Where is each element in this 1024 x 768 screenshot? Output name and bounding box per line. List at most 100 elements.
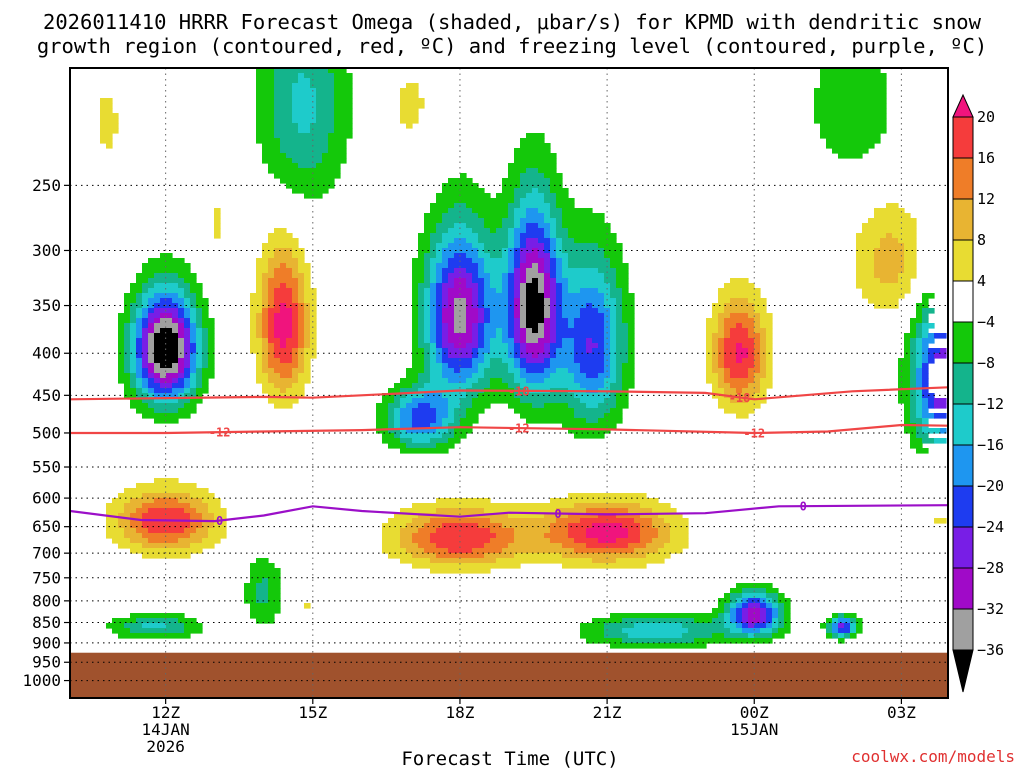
omega-band-cell xyxy=(436,343,443,349)
omega-band-cell xyxy=(280,388,287,394)
omega-band-cell xyxy=(766,593,779,599)
omega-band-cell xyxy=(268,323,275,329)
omega-band-cell xyxy=(508,243,515,249)
omega-band-cell xyxy=(568,258,611,264)
omega-band-cell xyxy=(538,208,551,214)
omega-band-cell xyxy=(514,238,521,244)
omega-band-cell xyxy=(472,358,485,364)
omega-band-cell xyxy=(562,563,647,569)
omega-band-cell xyxy=(256,323,263,329)
omega-band-cell xyxy=(304,293,317,299)
omega-band-cell xyxy=(334,103,353,109)
contour-label: 0 xyxy=(554,507,561,521)
omega-band-cell xyxy=(148,373,155,379)
omega-band-cell xyxy=(484,553,515,559)
omega-band-cell xyxy=(874,263,905,269)
omega-band-cell xyxy=(910,343,917,349)
omega-band-cell xyxy=(586,303,593,309)
omega-band-cell xyxy=(316,108,335,114)
colorbar-label: 8 xyxy=(977,231,986,249)
omega-band-cell xyxy=(826,623,833,629)
omega-band-cell xyxy=(382,433,395,439)
omega-band-cell xyxy=(430,558,497,564)
omega-band-cell xyxy=(298,283,305,289)
omega-band-cell xyxy=(814,88,887,94)
colorbar-min-triangle xyxy=(952,649,974,693)
omega-band-cell xyxy=(550,248,557,254)
omega-band-cell xyxy=(448,288,473,294)
omega-band-cell xyxy=(694,618,713,624)
omega-band-cell xyxy=(712,333,725,339)
omega-band-cell xyxy=(430,298,437,304)
omega-band-cell xyxy=(460,423,473,429)
omega-band-cell xyxy=(580,368,605,374)
omega-band-cell xyxy=(466,203,509,209)
omega-band-cell xyxy=(526,303,545,309)
omega-band-cell xyxy=(778,618,785,624)
omega-band-cell xyxy=(172,313,179,319)
omega-band-cell xyxy=(568,288,581,294)
omega-band-cell xyxy=(250,293,263,299)
omega-band-cell xyxy=(760,343,767,349)
omega-band-cell xyxy=(412,348,425,354)
omega-band-cell xyxy=(508,298,515,304)
omega-band-cell xyxy=(904,243,917,249)
omega-band-cell xyxy=(334,93,353,99)
omega-band-cell xyxy=(292,268,299,274)
omega-band-cell xyxy=(562,293,605,299)
omega-band-cell xyxy=(514,208,527,214)
omega-band-cell xyxy=(208,508,227,514)
omega-band-cell xyxy=(412,343,419,349)
omega-band-cell xyxy=(178,363,185,369)
omega-band-cell xyxy=(376,423,389,429)
omega-band-cell xyxy=(550,318,557,324)
omega-band-cell xyxy=(550,233,557,239)
omega-band-cell xyxy=(622,628,689,634)
omega-band-cell xyxy=(544,233,551,239)
omega-band-cell xyxy=(610,643,707,649)
omega-band-cell xyxy=(406,393,425,399)
omega-band-cell xyxy=(610,293,623,299)
omega-band-cell xyxy=(922,298,929,304)
omega-band-cell xyxy=(526,323,539,329)
omega-band-cell xyxy=(274,368,293,374)
omega-band-cell xyxy=(430,313,437,319)
colorbar-box xyxy=(952,157,974,200)
omega-band-cell xyxy=(466,268,479,274)
omega-band-cell xyxy=(556,333,605,339)
omega-band-cell xyxy=(538,263,545,269)
omega-band-cell xyxy=(484,508,557,514)
omega-band-cell xyxy=(430,233,443,239)
omega-band-cell xyxy=(934,398,947,404)
omega-band-cell xyxy=(262,348,269,354)
omega-band-cell xyxy=(922,378,929,384)
omega-band-cell xyxy=(544,343,551,349)
omega-band-cell xyxy=(916,323,923,329)
omega-band-cell xyxy=(202,318,215,324)
omega-band-cell xyxy=(562,268,599,274)
colorbar-box xyxy=(952,239,974,282)
omega-band-cell xyxy=(430,533,497,539)
omega-band-cell xyxy=(562,298,605,304)
omega-band-cell xyxy=(472,383,491,389)
omega-band-cell xyxy=(184,288,191,294)
omega-band-cell xyxy=(898,368,911,374)
omega-band-cell xyxy=(124,363,131,369)
omega-band-cell xyxy=(430,378,449,384)
omega-band-cell xyxy=(190,383,197,389)
omega-band-cell xyxy=(916,363,923,369)
omega-band-cell xyxy=(430,243,437,249)
credit-text: coolwx.com/models xyxy=(851,747,1015,766)
omega-band-cell xyxy=(760,318,773,324)
omega-band-cell xyxy=(178,408,197,414)
omega-band-cell xyxy=(118,493,143,499)
omega-band-cell xyxy=(670,528,689,534)
omega-band-cell xyxy=(526,358,545,364)
omega-band-cell xyxy=(556,308,563,314)
omega-band-cell xyxy=(436,508,485,514)
omega-band-cell xyxy=(574,548,635,554)
omega-band-cell xyxy=(100,98,113,104)
omega-band-cell xyxy=(526,283,539,289)
omega-band-cell xyxy=(472,333,479,339)
omega-band-cell xyxy=(664,518,689,524)
